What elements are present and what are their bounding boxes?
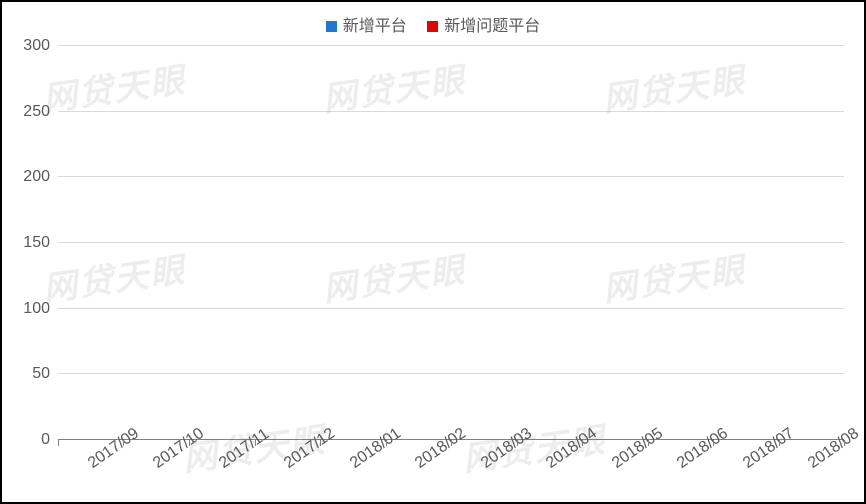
x-tick	[451, 440, 452, 446]
bar-slot: 2018/07	[713, 46, 778, 440]
legend-item-s1: 新增平台	[326, 12, 407, 36]
bar-slot: 2018/05	[582, 46, 647, 440]
bar-slot: 2017/10	[123, 46, 188, 440]
bar-slot: 2018/02	[386, 46, 451, 440]
bar-slot: 2018/06	[648, 46, 713, 440]
x-tick	[58, 440, 59, 446]
y-axis-label: 150	[23, 234, 58, 252]
bar-slot: 2017/11	[189, 46, 254, 440]
bar-slot: 2018/03	[451, 46, 516, 440]
x-tick	[713, 440, 714, 446]
x-tick	[320, 440, 321, 446]
x-tick	[582, 440, 583, 446]
y-axis-label: 50	[32, 365, 58, 383]
bar-slot: 2017/12	[255, 46, 320, 440]
bar-slot: 2018/08	[779, 46, 844, 440]
legend-item-s2: 新增问题平台	[427, 12, 540, 36]
x-tick	[123, 440, 124, 446]
legend-label-s1: 新增平台	[343, 18, 407, 35]
legend: 新增平台 新增问题平台	[2, 12, 864, 36]
y-axis-label: 0	[41, 431, 58, 449]
x-tick	[844, 440, 845, 446]
x-tick	[189, 440, 190, 446]
x-tick	[517, 440, 518, 446]
bar-slot: 2018/04	[517, 46, 582, 440]
y-axis-label: 250	[23, 103, 58, 121]
plot-area: 0501001502002503002017/092017/102017/112…	[58, 46, 844, 440]
bars-layer: 2017/092017/102017/112017/122018/012018/…	[58, 46, 844, 440]
x-tick	[779, 440, 780, 446]
x-tick	[386, 440, 387, 446]
y-axis-label: 300	[23, 37, 58, 55]
y-axis-label: 100	[23, 300, 58, 318]
legend-swatch-s2	[427, 21, 438, 32]
x-tick	[255, 440, 256, 446]
bar-slot: 2018/01	[320, 46, 385, 440]
legend-label-s2: 新增问题平台	[444, 18, 540, 35]
chart-container: 新增平台 新增问题平台 0501001502002503002017/09201…	[0, 0, 866, 504]
x-axis-label: 2018/08	[805, 425, 863, 473]
bar-slot: 2017/09	[58, 46, 123, 440]
x-tick	[648, 440, 649, 446]
y-axis-label: 200	[23, 168, 58, 186]
legend-swatch-s1	[326, 21, 337, 32]
